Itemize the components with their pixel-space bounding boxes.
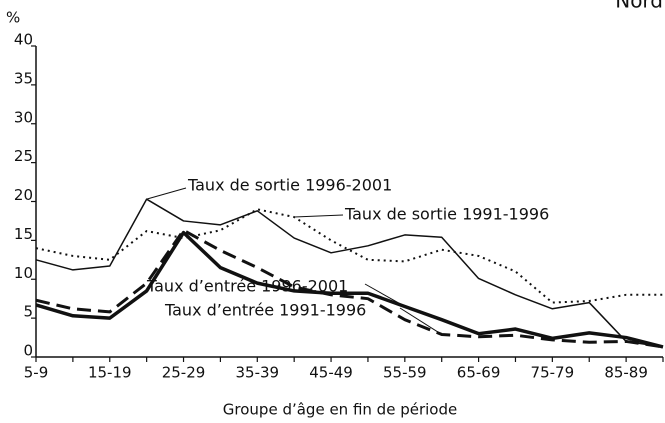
y-axis-label: %	[6, 9, 20, 27]
y-tick-label: 40	[14, 31, 33, 49]
y-tick-label: 10	[14, 264, 33, 282]
y-tick-label: 15	[14, 225, 33, 243]
x-tick-label: 75-79	[531, 364, 575, 382]
x-tick-label: 15-19	[88, 364, 132, 382]
x-tick-label: 45-49	[309, 364, 353, 382]
series-line	[35, 230, 664, 349]
y-tick-label: 5	[23, 303, 33, 321]
x-tick-label: 35-39	[235, 364, 279, 382]
annotation: Taux d’entrée 1991-1996	[164, 301, 366, 320]
series-line	[35, 228, 664, 349]
y-tick-label: 20	[14, 186, 33, 204]
x-tick-label: 65-69	[457, 364, 501, 382]
chart-title: Nord	[615, 0, 663, 13]
annotation-leader	[294, 214, 344, 218]
series-line	[35, 198, 664, 348]
y-tick-label: 25	[14, 147, 33, 165]
annotation: Taux d’entrée 1996-2001	[146, 277, 348, 296]
x-axis-label: Groupe d’âge en fin de période	[223, 401, 457, 419]
annotation-leader	[399, 307, 442, 335]
x-tick-label: 25-29	[162, 364, 206, 382]
annotation: Taux de sortie 1991-1996	[344, 205, 549, 224]
annotation-leader	[364, 283, 406, 307]
x-tick-label: 5-9	[24, 364, 49, 382]
x-tick-label: 55-59	[383, 364, 427, 382]
y-tick-label: 30	[14, 108, 33, 126]
annotation: Taux de sortie 1996-2001	[187, 176, 392, 195]
x-tick-label: 85-89	[604, 364, 648, 382]
y-tick-label: 35	[14, 69, 33, 87]
annotation-leader	[146, 187, 187, 200]
y-tick-label: 0	[23, 342, 33, 360]
